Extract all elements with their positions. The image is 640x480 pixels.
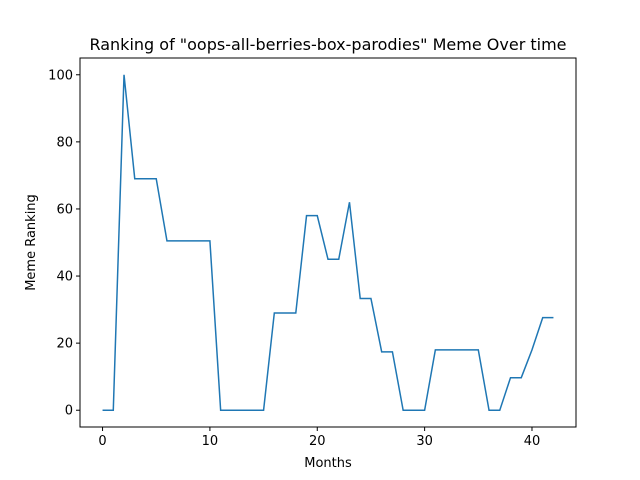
y-tick-label: 80	[56, 135, 73, 150]
x-tick-label: 40	[524, 434, 541, 449]
chart-title: Ranking of "oops-all-berries-box-parodie…	[89, 35, 566, 54]
x-axis-label: Months	[304, 456, 352, 471]
x-tick-label: 10	[202, 434, 219, 449]
y-axis-label: Meme Ranking	[24, 194, 39, 291]
y-tick-label: 0	[65, 404, 73, 419]
plot-frame	[79, 57, 577, 428]
x-tick-label: 20	[309, 434, 326, 449]
x-tick-label: 30	[416, 434, 433, 449]
axis-ticks: 0 10 20 30 40 0 20 40 60 80 100	[48, 68, 540, 449]
series-line	[102, 74, 554, 411]
y-tick-label: 40	[56, 270, 73, 285]
x-tick-label: 0	[98, 434, 106, 449]
y-tick-label: 100	[48, 68, 73, 83]
y-tick-label: 60	[56, 202, 73, 217]
y-tick-label: 20	[56, 337, 73, 352]
